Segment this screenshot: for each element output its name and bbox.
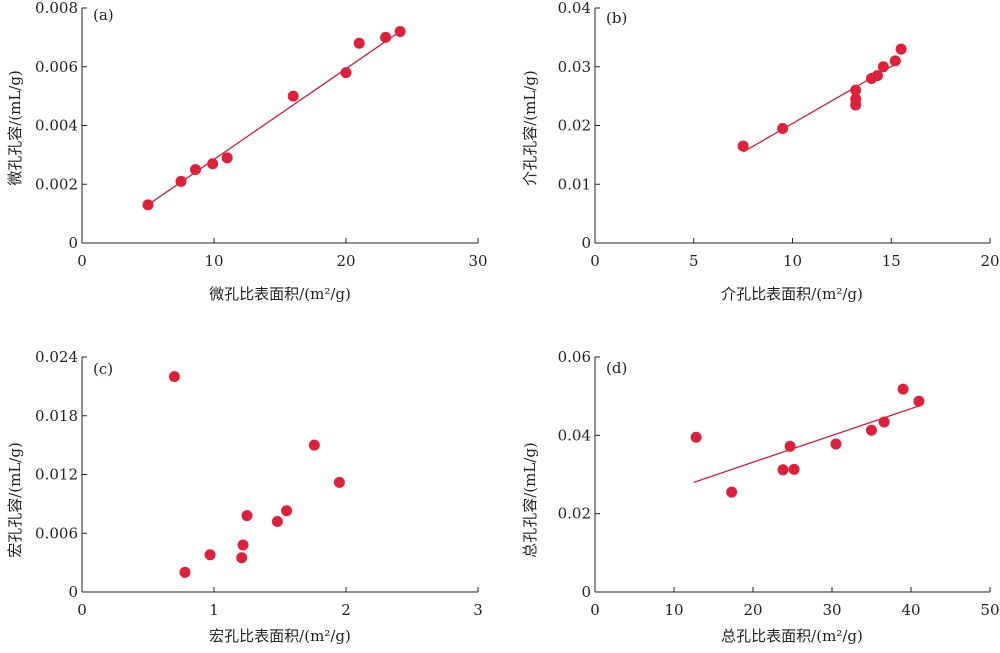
data-point xyxy=(380,31,392,43)
data-point xyxy=(236,552,248,564)
y-tick-label: 0.06 xyxy=(558,348,591,366)
x-tick-label: 40 xyxy=(901,601,920,619)
x-tick-label: 30 xyxy=(822,601,841,619)
y-tick-label: 0.01 xyxy=(558,175,591,193)
x-tick-label: 10 xyxy=(783,252,802,270)
panel-tag: (d) xyxy=(606,359,627,377)
y-axis-label: 介孔孔容/(mL/g) xyxy=(521,70,539,186)
y-tick-label: 0 xyxy=(581,234,591,252)
x-tick-label: 1 xyxy=(209,601,219,619)
data-point xyxy=(175,175,187,187)
y-tick-label: 0.002 xyxy=(35,175,78,193)
data-point xyxy=(784,440,796,452)
data-point xyxy=(190,164,202,176)
chart-panel-3: 0 1 2 3 0 0.006 0.012 0.018 0.024 (c) 宏孔比表面积/(m²/g… xyxy=(6,348,483,645)
y-tick-label: 0.024 xyxy=(35,348,78,366)
data-point xyxy=(726,486,738,498)
x-tick-label: 0 xyxy=(590,252,600,270)
x-tick-label: 20 xyxy=(743,601,762,619)
panel-tag: (b) xyxy=(606,9,627,27)
chart-panel-4: 0 10 20 30 40 50 0 0.02 0.04 0.06 (d) 总孔比表面积/(m²/g)… xyxy=(521,348,1000,645)
data-point xyxy=(287,90,299,102)
data-point xyxy=(913,395,925,407)
data-point xyxy=(281,505,293,517)
y-tick-label: 0 xyxy=(581,583,591,601)
y-tick-label: 0.018 xyxy=(35,407,78,425)
x-tick-label: 3 xyxy=(473,601,483,619)
y-tick-label: 0.008 xyxy=(35,0,78,17)
x-tick-label: 2 xyxy=(341,601,351,619)
y-tick-label: 0.03 xyxy=(558,58,591,76)
y-tick-label: 0.006 xyxy=(35,58,78,76)
x-tick-label: 5 xyxy=(689,252,699,270)
x-axis-label: 微孔比表面积/(m²/g) xyxy=(209,285,351,303)
y-tick-label: 0 xyxy=(68,234,78,252)
data-point xyxy=(777,122,789,134)
y-tick-label: 0.012 xyxy=(35,466,78,484)
data-point xyxy=(237,539,249,551)
y-axis-label: 微孔孔容/(mL/g) xyxy=(6,70,24,186)
x-tick-label: 20 xyxy=(980,252,999,270)
data-point xyxy=(207,158,219,170)
y-tick-label: 0.02 xyxy=(558,117,591,135)
data-point xyxy=(340,67,352,79)
x-tick-label: 0 xyxy=(590,601,600,619)
x-tick-label: 10 xyxy=(204,252,223,270)
data-point xyxy=(889,55,901,67)
x-axis-label: 宏孔比表面积/(m²/g) xyxy=(209,627,351,645)
data-point xyxy=(850,84,862,96)
y-tick-label: 0 xyxy=(68,583,78,601)
y-tick-label: 0.04 xyxy=(558,0,591,17)
x-tick-label: 30 xyxy=(468,252,487,270)
data-point xyxy=(690,431,702,443)
x-tick-label: 20 xyxy=(336,252,355,270)
x-tick-label: 0 xyxy=(77,252,87,270)
x-axis-label: 介孔比表面积/(m²/g) xyxy=(721,285,863,303)
panel-tag: (a) xyxy=(93,6,114,24)
y-axis-label: 宏孔孔容/(mL/g) xyxy=(6,442,24,558)
data-point xyxy=(308,439,320,451)
data-point xyxy=(353,37,365,49)
y-axis-label: 总孔孔容/(mL/g) xyxy=(521,442,539,558)
x-tick-label: 50 xyxy=(980,601,999,619)
data-point xyxy=(241,510,253,522)
data-point xyxy=(897,383,909,395)
data-point xyxy=(179,566,191,578)
panel-tag: (c) xyxy=(93,360,113,378)
data-point xyxy=(877,61,889,73)
data-point xyxy=(394,26,406,37)
data-point xyxy=(142,199,154,211)
y-tick-label: 0.04 xyxy=(558,426,591,444)
data-point xyxy=(204,549,216,561)
data-point xyxy=(850,93,862,105)
data-point xyxy=(788,463,800,475)
data-point xyxy=(271,516,283,527)
data-point xyxy=(830,438,842,450)
x-axis-label: 总孔比表面积/(m²/g) xyxy=(721,627,863,645)
x-tick-label: 10 xyxy=(664,601,683,619)
data-point xyxy=(221,152,233,164)
fit-line xyxy=(147,30,401,206)
x-tick-label: 0 xyxy=(77,601,87,619)
chart-panel-2: 0 5 10 15 20 0 0.01 0.02 0.03 0.04 (b) 介孔比表面积/(m²/g… xyxy=(521,0,1000,303)
chart-panel-1: 0 10 20 30 0 0.002 0.004 0.006 0.008 (a) 微孔比表面积/(m… xyxy=(6,0,488,303)
y-tick-label: 0.004 xyxy=(35,117,78,135)
data-point xyxy=(895,43,907,55)
data-point xyxy=(737,140,749,152)
y-tick-label: 0.006 xyxy=(35,524,78,542)
data-point xyxy=(871,70,883,82)
data-point xyxy=(878,416,890,428)
x-tick-label: 15 xyxy=(882,252,901,270)
data-point xyxy=(168,371,180,383)
data-point xyxy=(777,464,789,476)
y-tick-label: 0.02 xyxy=(558,505,591,523)
data-point xyxy=(866,424,877,436)
data-point xyxy=(333,476,345,488)
